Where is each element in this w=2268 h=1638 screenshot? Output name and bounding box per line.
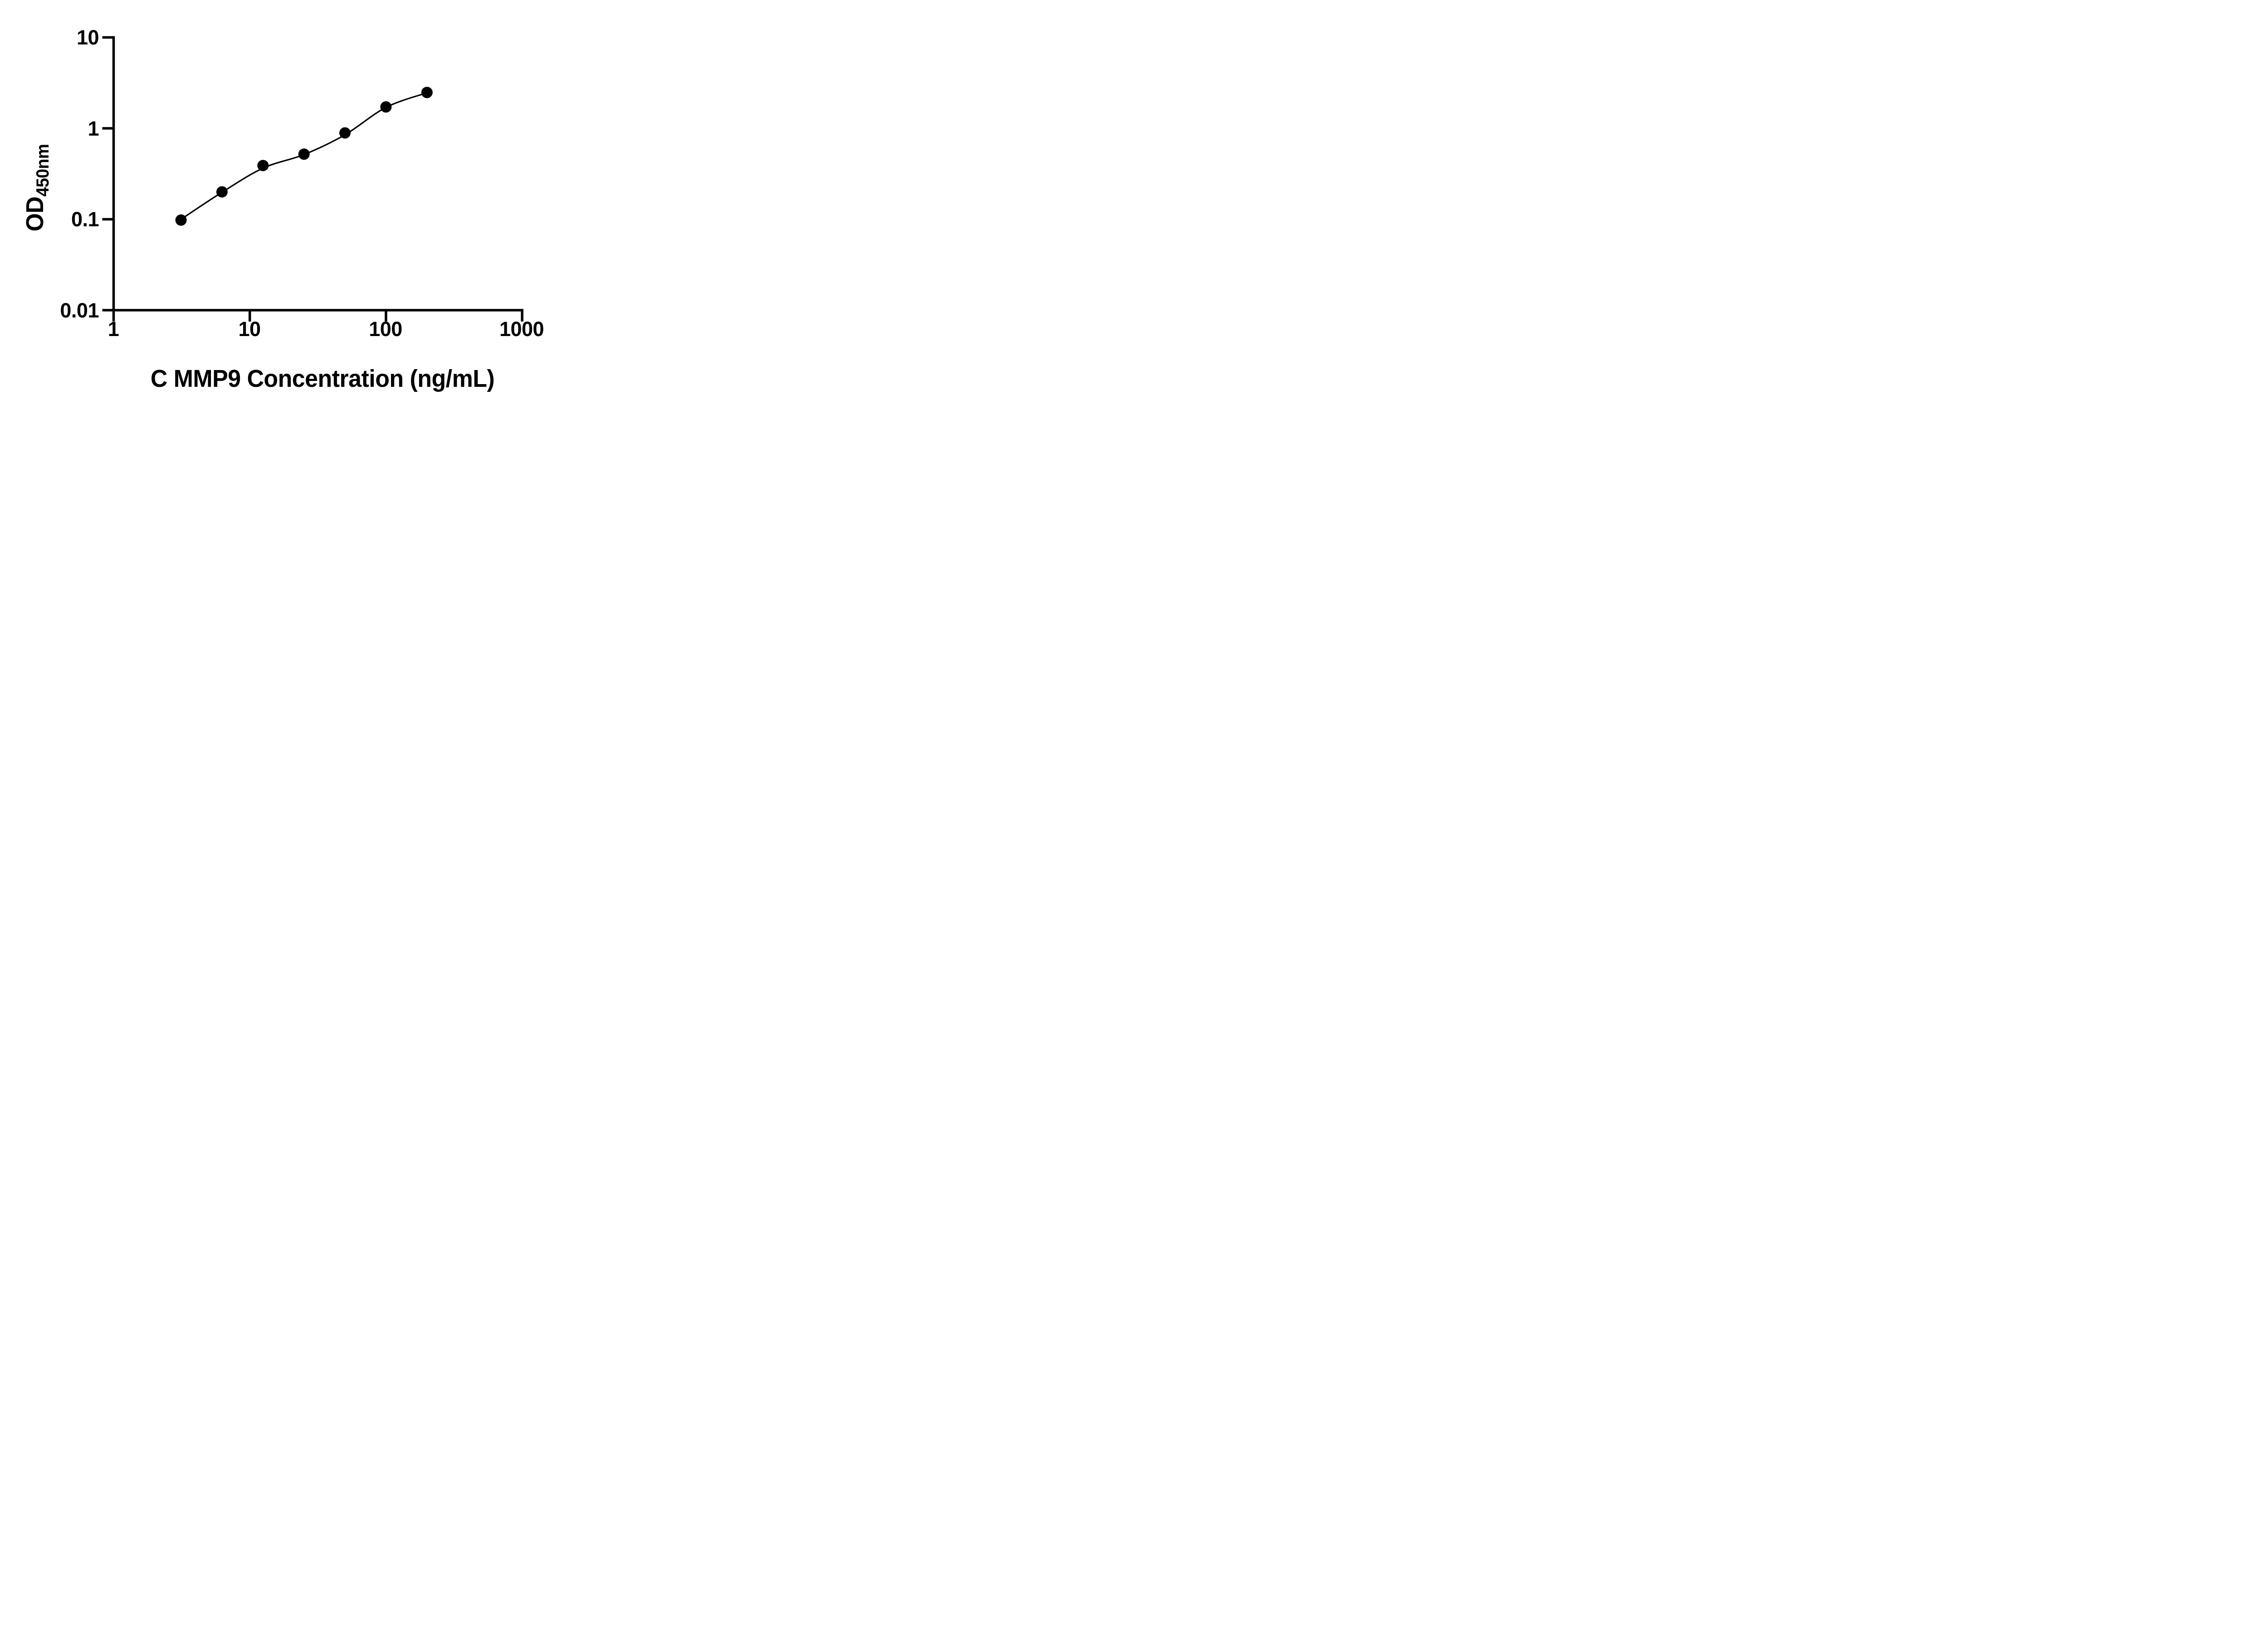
y-tick-label-10: 10 xyxy=(76,25,99,49)
elisa-standard-curve-figure: OD450nm C MMP9 Concentration (ng/mL) 10 … xyxy=(0,0,584,410)
y-tick-label-0.1: 0.1 xyxy=(71,207,99,231)
data-point-marker xyxy=(257,160,269,171)
x-tick-label-10: 10 xyxy=(238,317,261,341)
x-tick-label-100: 100 xyxy=(369,317,402,341)
y-axis-title-subscript: 450nm xyxy=(33,144,53,197)
y-tick-label-0.01: 0.01 xyxy=(60,298,99,322)
x-tick-label-1000: 1000 xyxy=(499,317,544,341)
data-point-marker xyxy=(421,87,433,98)
data-point-marker xyxy=(298,148,310,160)
plot-canvas xyxy=(102,36,523,322)
x-axis-title: C MMP9 Concentration (ng/mL) xyxy=(150,365,495,392)
data-point-marker xyxy=(216,186,228,198)
data-point-marker xyxy=(380,101,392,113)
y-tick-label-1: 1 xyxy=(88,117,99,140)
data-point-marker xyxy=(175,214,187,226)
data-point-marker xyxy=(339,127,351,139)
x-tick-label-1: 1 xyxy=(108,317,119,341)
